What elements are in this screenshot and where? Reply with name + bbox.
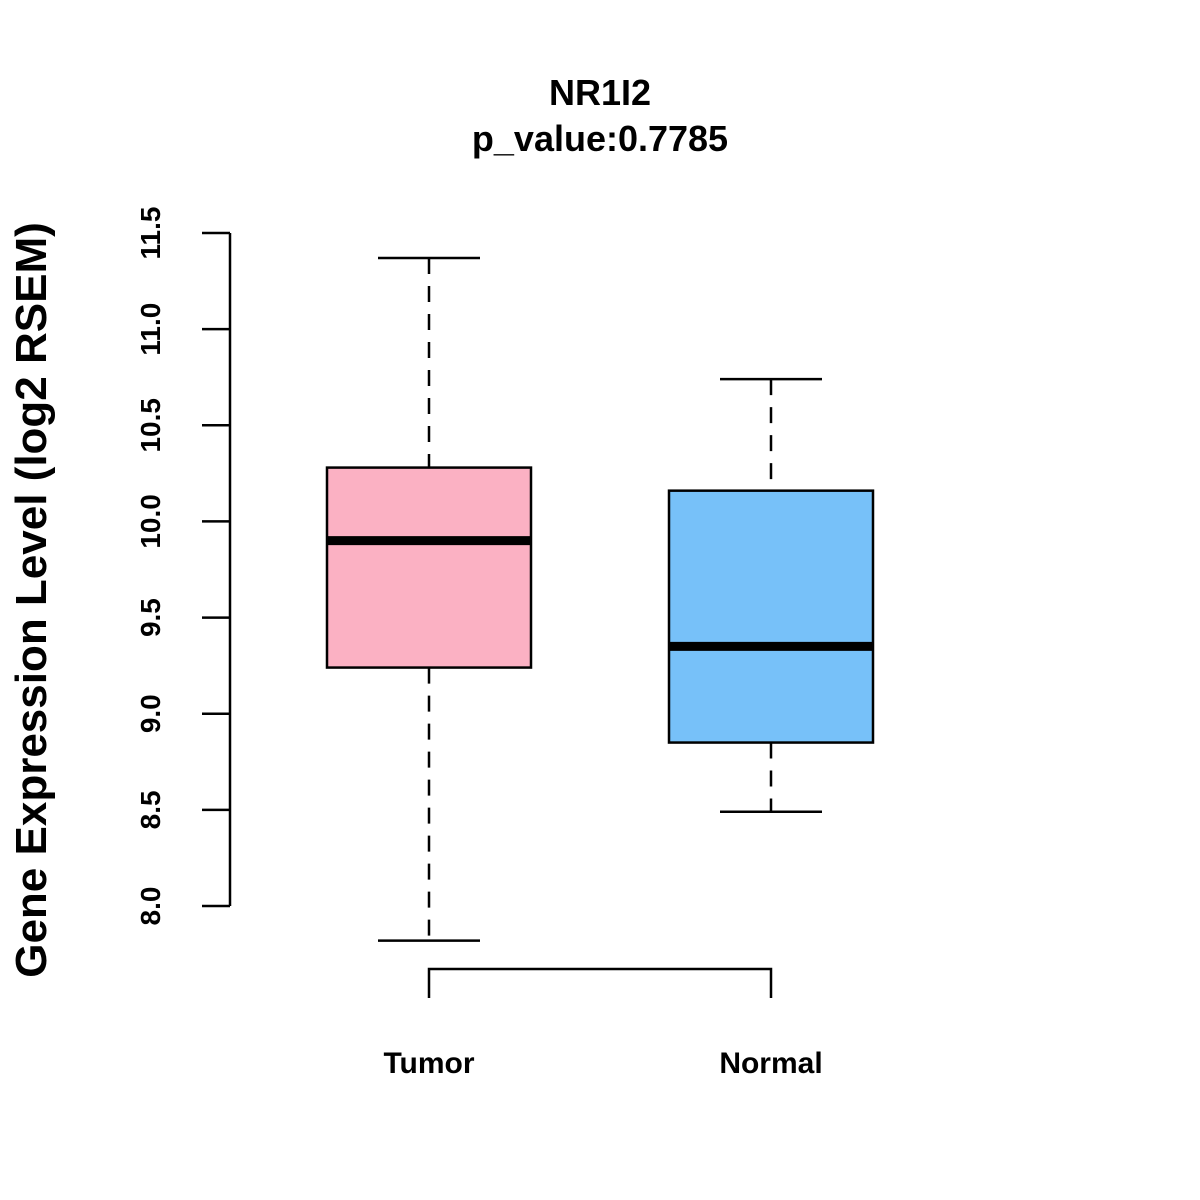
y-tick-label: 8.5 <box>135 790 166 829</box>
comparison-bracket <box>427 967 773 998</box>
bracket-line <box>427 967 773 998</box>
y-tick-label: 11.0 <box>135 303 166 356</box>
iqr-box <box>667 489 875 744</box>
chart-subtitle: p_value:0.7785 <box>472 118 728 159</box>
y-tick-label: 10.5 <box>135 398 166 453</box>
y-axis: 8.0 8.5 9.0 9.5 10.0 10.5 11.0 11.5 <box>135 207 232 926</box>
y-tick-label: 9.5 <box>135 598 166 637</box>
y-tick-label: 10.0 <box>135 494 166 549</box>
y-tick-label: 9.0 <box>135 694 166 733</box>
chart-title: NR1I2 <box>549 72 651 113</box>
category-labels: Tumor Normal <box>383 1047 822 1080</box>
y-tick-label: 11.5 <box>135 207 166 260</box>
y-tick-label: 8.0 <box>135 887 166 926</box>
box-series <box>325 256 875 942</box>
box-tumor <box>325 256 533 942</box>
category-label-normal: Normal <box>719 1047 822 1080</box>
y-axis-label: Gene Expression Level (log2 RSEM) <box>7 222 56 978</box>
category-label-tumor: Tumor <box>383 1047 474 1080</box>
iqr-box <box>325 466 533 669</box>
box-normal <box>667 377 875 814</box>
